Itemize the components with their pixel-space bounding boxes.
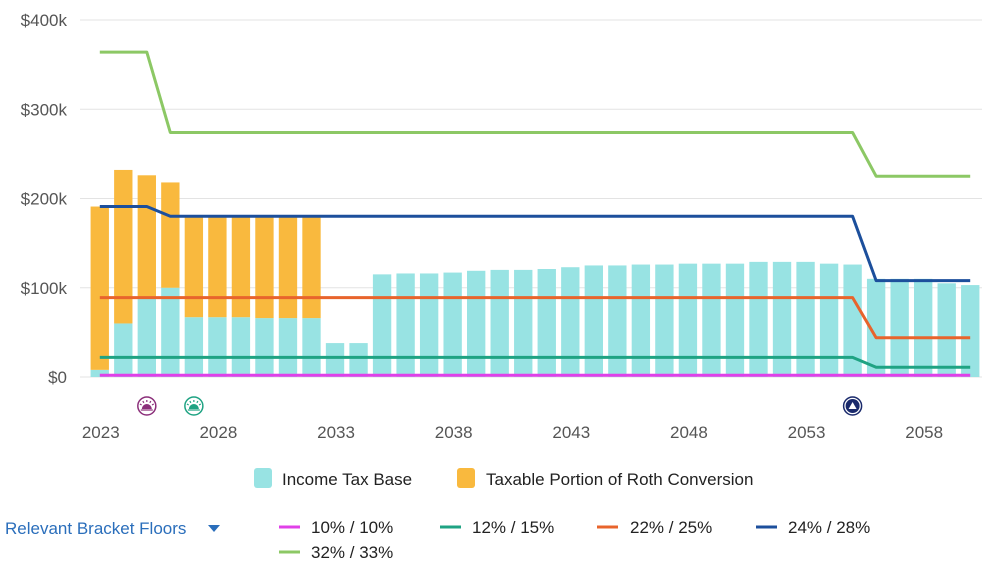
bar-income-tax-base[interactable]: [161, 287, 180, 377]
bar-income-tax-base[interactable]: [349, 343, 368, 377]
legend-label-32[interactable]: 32% / 33%: [311, 543, 393, 562]
bar-income-tax-base[interactable]: [231, 317, 251, 377]
legend-swatch-income-tax-base: [254, 468, 272, 488]
sunrise-icon[interactable]: [184, 396, 204, 416]
bar-income-tax-base[interactable]: [937, 283, 956, 377]
bracket-line-22-25[interactable]: [99, 296, 971, 340]
x-tick-label: 2053: [788, 423, 826, 442]
x-tick-label: 2043: [552, 423, 590, 442]
bar-income-tax-base[interactable]: [655, 264, 674, 377]
bar-income-tax-base[interactable]: [890, 278, 909, 377]
legend-label-12[interactable]: 12% / 15%: [472, 518, 554, 537]
bar-income-tax-base[interactable]: [749, 261, 768, 377]
bar-income-tax-base[interactable]: [278, 318, 298, 377]
bar-income-tax-base[interactable]: [678, 263, 698, 377]
y-axis-ticks: $0 $100k $200k $300k $400k: [21, 11, 68, 387]
bar-income-tax-base[interactable]: [866, 278, 886, 377]
bar-roth-conversion[interactable]: [208, 217, 227, 318]
bar-income-tax-base[interactable]: [772, 261, 792, 377]
bracket-line-24-28[interactable]: [99, 205, 971, 283]
bar-roth-conversion[interactable]: [278, 217, 298, 319]
y-tick-label: $200k: [21, 190, 68, 209]
bar-income-tax-base[interactable]: [702, 263, 721, 377]
bar-roth-conversion[interactable]: [137, 175, 156, 299]
bar-income-tax-base[interactable]: [725, 263, 745, 377]
y-tick-label: $100k: [21, 279, 68, 298]
legend-label-roth-conversion[interactable]: Taxable Portion of Roth Conversion: [486, 470, 753, 489]
bar-income-tax-base[interactable]: [302, 318, 321, 377]
bar-income-tax-base[interactable]: [443, 272, 462, 377]
bar-income-tax-base[interactable]: [208, 317, 227, 377]
bracket-lines[interactable]: [99, 50, 971, 377]
bar-income-tax-base[interactable]: [608, 265, 627, 377]
event-markers[interactable]: [137, 396, 863, 416]
bar-income-tax-base[interactable]: [514, 269, 533, 377]
bar-income-tax-base[interactable]: [114, 323, 133, 377]
triangle-up-icon[interactable]: [842, 396, 863, 416]
bar-income-tax-base[interactable]: [796, 261, 815, 377]
bar-income-tax-base[interactable]: [843, 264, 862, 377]
x-axis-ticks: 2023 2028 2033 2038 2043 2048 2053 2058: [82, 423, 943, 442]
bar-income-tax-base[interactable]: [184, 317, 204, 377]
bar-income-tax-base[interactable]: [137, 298, 156, 377]
legend-swatch-roth-conversion: [457, 468, 475, 488]
bar-income-tax-base[interactable]: [537, 269, 556, 377]
bar-roth-conversion[interactable]: [184, 217, 204, 318]
bar-income-tax-base[interactable]: [372, 274, 392, 377]
legend-lines: 10% / 10% 12% / 15% 22% / 25% 24% / 28% …: [279, 518, 870, 562]
bar-income-tax-base[interactable]: [490, 269, 509, 377]
y-tick-label: $0: [48, 368, 67, 387]
bar-income-tax-base[interactable]: [631, 264, 651, 377]
bar-income-tax-base[interactable]: [255, 318, 274, 377]
legend-label-24[interactable]: 24% / 28%: [788, 518, 870, 537]
x-tick-label: 2028: [199, 423, 237, 442]
x-tick-label: 2033: [317, 423, 355, 442]
sunrise-icon[interactable]: [137, 396, 157, 416]
bar-income-tax-base[interactable]: [819, 263, 839, 377]
bar-roth-conversion[interactable]: [161, 182, 180, 288]
caret-down-icon[interactable]: [208, 525, 220, 532]
legend-label-income-tax-base[interactable]: Income Tax Base: [282, 470, 412, 489]
bar-income-tax-base[interactable]: [914, 278, 933, 377]
legend-label-22[interactable]: 22% / 25%: [630, 518, 712, 537]
x-tick-label: 2058: [905, 423, 943, 442]
bracket-floors-dropdown-label[interactable]: Relevant Bracket Floors: [5, 519, 186, 538]
bracket-line-12-15[interactable]: [99, 355, 971, 369]
x-tick-label: 2048: [670, 423, 708, 442]
y-tick-label: $300k: [21, 100, 68, 119]
bar-roth-conversion[interactable]: [114, 169, 133, 324]
bar-income-tax-base[interactable]: [961, 285, 980, 377]
x-tick-label: 2038: [435, 423, 473, 442]
x-tick-label: 2023: [82, 423, 120, 442]
legend-bars: Income Tax Base Taxable Portion of Roth …: [254, 468, 753, 489]
bar-roth-conversion[interactable]: [302, 217, 321, 319]
bar-roth-conversion[interactable]: [255, 217, 274, 319]
bar-roth-conversion[interactable]: [231, 217, 251, 318]
bar-income-tax-base[interactable]: [396, 273, 415, 377]
bar-roth-conversion[interactable]: [90, 206, 109, 370]
bar-series[interactable]: [90, 169, 980, 377]
bar-income-tax-base[interactable]: [325, 343, 345, 377]
bar-income-tax-base[interactable]: [584, 265, 603, 377]
bar-income-tax-base[interactable]: [90, 369, 109, 377]
bracket-floors-dropdown[interactable]: Relevant Bracket Floors: [5, 519, 220, 538]
bracket-line-32-33[interactable]: [99, 50, 971, 178]
legend-label-10[interactable]: 10% / 10%: [311, 518, 393, 537]
y-tick-label: $400k: [21, 11, 68, 30]
bar-income-tax-base[interactable]: [561, 267, 580, 377]
bar-income-tax-base[interactable]: [467, 270, 486, 377]
bar-income-tax-base[interactable]: [419, 273, 439, 377]
